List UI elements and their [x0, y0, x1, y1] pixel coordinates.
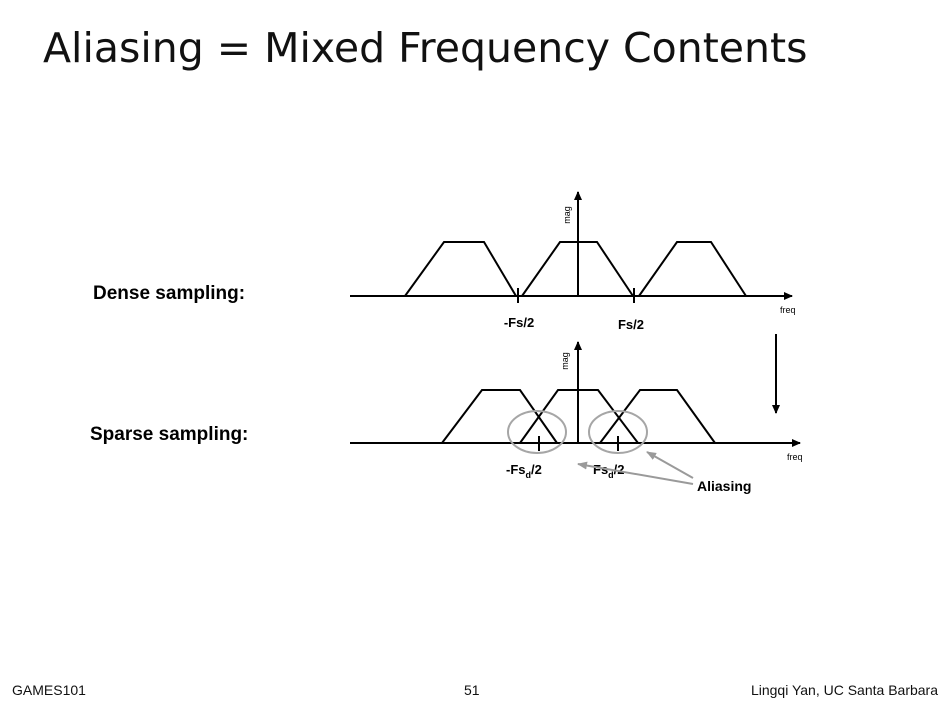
sparse-tick-neg-main: -Fs: [506, 462, 526, 477]
sparse-tick-neg-sub: d: [526, 470, 532, 480]
sparse-tick-pos-sub: d: [608, 470, 614, 480]
aliasing-circle-left: [507, 410, 567, 454]
dense-replica-right: [638, 241, 747, 297]
page-number: 51: [464, 682, 480, 698]
dense-mag-axis-label: mag: [562, 206, 572, 224]
sparse-sampling-label: Sparse sampling:: [90, 424, 249, 445]
aliasing-annotation: Aliasing: [697, 478, 751, 494]
dense-sampling-label: Dense sampling:: [93, 283, 246, 304]
aliasing-arrow-right: [646, 451, 694, 479]
sparse-tick-pos-tail: /2: [614, 462, 625, 477]
sparse-tick-neg-tail: /2: [531, 462, 542, 477]
sparse-replica-right: [599, 389, 716, 444]
dense-replica-left: [404, 241, 517, 297]
dense-freq-axis-label: freq: [780, 305, 796, 315]
sparse-tick-neg-label: -Fsd/2: [506, 462, 542, 480]
aliasing-circle-right: [588, 410, 648, 454]
course-name: GAMES101: [12, 682, 86, 698]
dense-tick-neg-label: -Fs/2: [504, 315, 534, 330]
dense-replica-center: [521, 241, 634, 297]
sparse-spectrum: mag freq -Fsd/2 Fsd/2 Aliasing: [350, 341, 803, 494]
slide-title: Aliasing = Mixed Frequency Contents: [43, 24, 808, 72]
sparse-tick-pos-main: Fs: [593, 462, 608, 477]
author-credit: Lingqi Yan, UC Santa Barbara: [750, 682, 938, 698]
sparse-replica-center: [519, 389, 639, 444]
sparse-tick-pos-label: Fsd/2: [593, 462, 625, 480]
aliasing-arrow-left: [577, 461, 694, 485]
sparse-freq-axis-label: freq: [787, 452, 803, 462]
dense-spectrum: mag freq -Fs/2 Fs/2: [350, 191, 796, 332]
sparse-mag-axis-label: mag: [560, 352, 570, 370]
dense-tick-pos-label: Fs/2: [618, 317, 644, 332]
